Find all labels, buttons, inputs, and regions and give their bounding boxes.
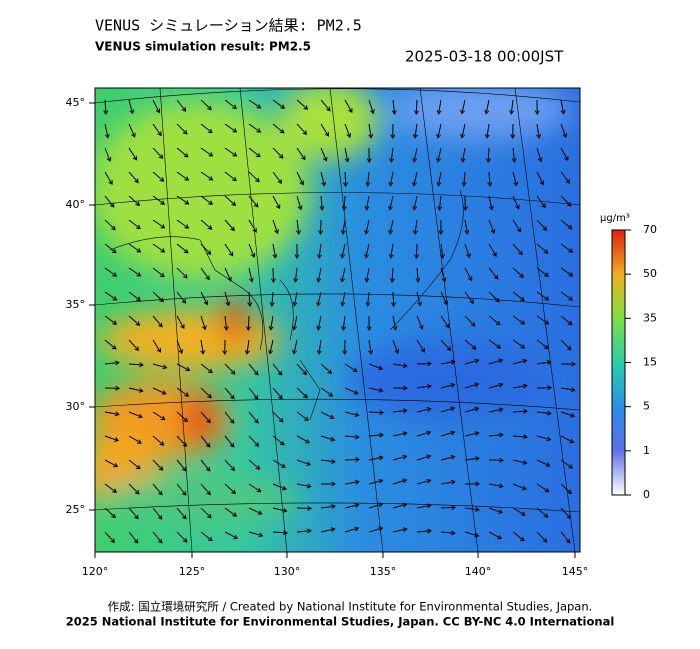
colorbar-label: 1 bbox=[643, 444, 650, 457]
lat-label: 25° bbox=[66, 503, 86, 516]
colorbar-label: 35 bbox=[643, 311, 657, 324]
colorbar bbox=[611, 229, 626, 496]
wind-arrow-set bbox=[103, 99, 576, 544]
colorbar-label: 15 bbox=[643, 356, 657, 369]
lon-label: 125° bbox=[179, 565, 206, 578]
colorbar-label: 0 bbox=[643, 488, 650, 501]
lat-label: 45° bbox=[66, 96, 86, 109]
lat-label: 40° bbox=[66, 198, 86, 211]
colorbar-label: 50 bbox=[643, 267, 657, 280]
lat-label: 30° bbox=[66, 400, 86, 413]
map-frame bbox=[94, 87, 581, 553]
colorbar-label: 5 bbox=[643, 400, 650, 413]
wind-arrows bbox=[103, 99, 576, 544]
datetime: 2025-03-18 00:00JST bbox=[405, 48, 564, 66]
lon-label: 135° bbox=[370, 565, 397, 578]
lat-label: 35° bbox=[66, 298, 86, 311]
lon-label: 130° bbox=[274, 565, 301, 578]
title: VENUS シミュレーション結果: PM2.5 bbox=[95, 17, 362, 35]
colorbar-unit: μg/m³ bbox=[600, 213, 630, 224]
license: 2025 National Institute for Environmenta… bbox=[66, 615, 615, 629]
lon-label: 140° bbox=[465, 565, 492, 578]
lon-label: 145° bbox=[562, 565, 589, 578]
colorbar-label: 70 bbox=[643, 223, 657, 236]
subtitle: VENUS simulation result: PM2.5 bbox=[95, 40, 311, 54]
map-field bbox=[95, 88, 580, 552]
credit: 作成: 国立環境研究所 / Created by National Instit… bbox=[108, 600, 593, 614]
lon-label: 120° bbox=[82, 565, 109, 578]
